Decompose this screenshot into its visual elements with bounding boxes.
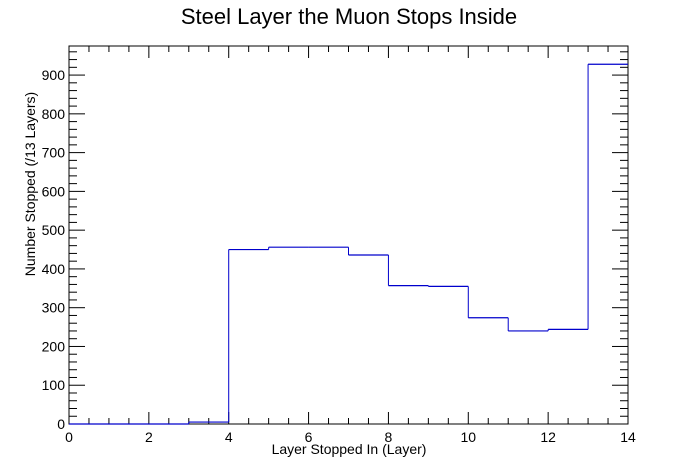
y-tick-label: 300 bbox=[42, 300, 66, 316]
y-tick-label: 800 bbox=[42, 106, 66, 122]
y-tick-label: 400 bbox=[42, 261, 66, 277]
plot-frame bbox=[68, 45, 629, 425]
x-tick-label: 8 bbox=[385, 429, 393, 445]
x-tick-label: 2 bbox=[145, 429, 153, 445]
chart-title: Steel Layer the Muon Stops Inside bbox=[180, 4, 518, 29]
x-tick-label: 12 bbox=[540, 429, 556, 445]
y-tick-label: 900 bbox=[42, 67, 66, 83]
y-tick-label: 100 bbox=[42, 377, 66, 393]
y-tick-label: 600 bbox=[42, 183, 66, 199]
x-tick-label: 10 bbox=[460, 429, 476, 445]
x-tick-label: 4 bbox=[225, 429, 233, 445]
y-tick-label: 200 bbox=[42, 338, 66, 354]
x-tick-label: 14 bbox=[620, 429, 636, 445]
y-tick-label: 0 bbox=[57, 416, 65, 432]
y-tick-label: 500 bbox=[42, 222, 66, 238]
x-axis-label: Layer Stopped In (Layer) bbox=[271, 441, 427, 457]
x-tick-label: 6 bbox=[305, 429, 313, 445]
y-tick-label: 700 bbox=[42, 145, 66, 161]
y-axis-label: Number Stopped (/13 Layers) bbox=[22, 91, 38, 277]
x-tick-label: 0 bbox=[65, 429, 73, 445]
